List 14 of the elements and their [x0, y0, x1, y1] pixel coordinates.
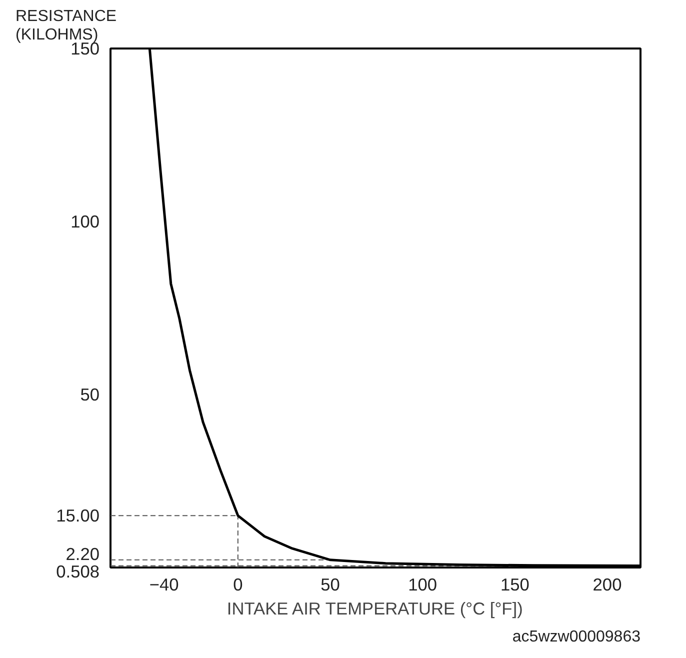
y-tick-label: 50: [80, 384, 100, 404]
y-tick-label: 100: [70, 212, 100, 232]
y-tick-label: 15.00: [56, 506, 100, 526]
x-tick-label: −40: [149, 574, 179, 594]
y-tick-label: 2.20: [66, 544, 100, 564]
x-tick-label: 150: [500, 574, 530, 594]
x-tick-label: 0: [233, 574, 243, 594]
x-axis-title: INTAKE AIR TEMPERATURE (°C [°F]): [226, 598, 523, 618]
x-tick-label: 50: [320, 574, 340, 594]
text: ac5wzw00009863: [512, 628, 641, 646]
y-axis-title: RESISTANCE (KILOHMS): [16, 8, 117, 44]
y-tick-label: 0.508: [56, 562, 100, 582]
x-tick-label: 200: [592, 574, 622, 594]
x-tick-label: 100: [408, 574, 438, 594]
